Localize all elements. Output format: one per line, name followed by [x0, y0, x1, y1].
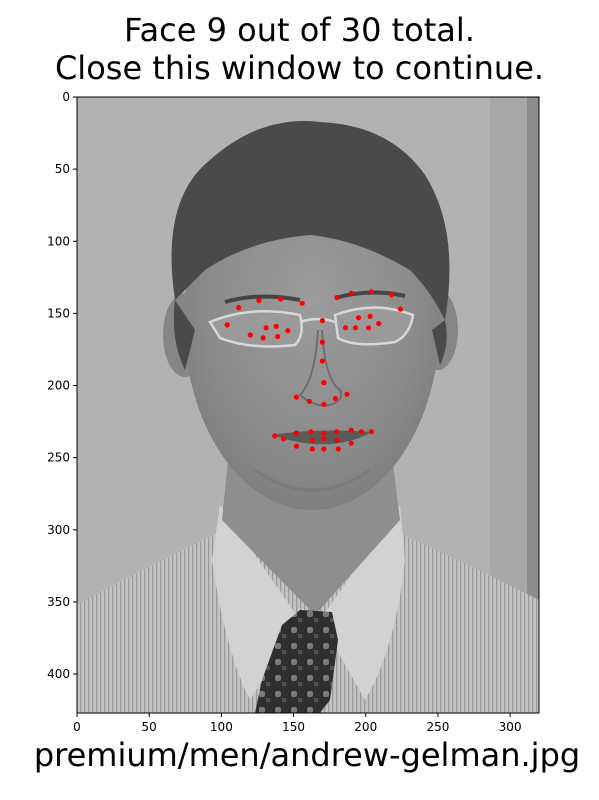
landmark-point [285, 328, 291, 334]
landmark-point [293, 394, 299, 400]
landmark-point [321, 436, 327, 442]
y-tick-label: 400 [47, 667, 70, 681]
x-tick-label: 0 [73, 720, 81, 734]
axes-frame [76, 96, 540, 714]
y-tick-label: 200 [47, 379, 70, 393]
x-tick-label: 50 [142, 720, 157, 734]
landmark-point [293, 430, 299, 436]
y-tick-label: 300 [47, 523, 70, 537]
x-tick-label: 150 [282, 720, 305, 734]
landmark-point [348, 290, 354, 296]
landmark-point [306, 398, 312, 404]
landmark-point [348, 440, 354, 446]
landmark-point [299, 300, 305, 306]
face-photo [77, 97, 539, 713]
landmark-point [272, 433, 278, 439]
y-tick-label: 100 [47, 234, 70, 248]
landmark-point [278, 296, 284, 302]
landmark-point [319, 318, 325, 324]
landmark-point [368, 429, 375, 435]
y-tick-label: 350 [47, 595, 70, 609]
x-tick-label: 100 [210, 720, 233, 734]
landmark-points [224, 289, 403, 452]
x-tick-label: 200 [354, 720, 377, 734]
landmark-point [309, 437, 315, 443]
landmark-point [321, 401, 327, 407]
landmark-point [358, 429, 364, 435]
landmark-point [247, 332, 253, 338]
landmark-point [263, 325, 269, 331]
landmark-point [376, 320, 382, 327]
landmark-point [397, 306, 403, 312]
x-axis-ticks: 0 50 100 150 200 250 300 [73, 713, 522, 734]
landmark-point [293, 443, 299, 449]
landmark-point [332, 395, 338, 402]
x-tick-label: 300 [499, 720, 522, 734]
landmark-point [236, 305, 242, 311]
x-tick-label: 250 [426, 720, 449, 734]
landmark-point [368, 289, 375, 295]
landmark-point [355, 315, 362, 321]
y-tick-label: 50 [55, 162, 70, 176]
y-tick-label: 250 [47, 451, 70, 465]
landmark-point [334, 429, 340, 435]
landmark-point [334, 437, 340, 443]
chart-title-line-2: Close this window to continue. [54, 49, 545, 87]
landmark-point [344, 391, 350, 397]
chart-title-line-1: Face 9 out of 30 total. [124, 11, 475, 49]
landmark-point [319, 339, 325, 345]
landmark-point [335, 446, 341, 452]
landmark-point [321, 380, 327, 386]
landmark-point [353, 325, 359, 331]
landmark-point [334, 294, 340, 301]
landmark-point [273, 323, 279, 329]
landmark-point [280, 436, 287, 442]
landmark-point [319, 358, 325, 364]
landmark-point [224, 322, 230, 328]
landmark-point [275, 333, 281, 340]
landmark-point [308, 429, 314, 435]
landmark-point [342, 325, 349, 331]
landmark-point [309, 446, 315, 452]
landmark-point [321, 446, 327, 452]
landmark-point [348, 427, 354, 433]
landmark-point [366, 325, 372, 331]
landmark-point [321, 430, 327, 436]
landmark-point [260, 335, 266, 341]
y-tick-label: 0 [62, 90, 70, 104]
landmark-point [367, 313, 373, 319]
y-tick-label: 150 [47, 306, 70, 320]
x-axis-label: premium/men/andrew-gelman.jpg [33, 736, 581, 774]
landmark-point [389, 292, 395, 298]
y-axis-ticks: 0 50 100 150 200 250 300 350 400 [47, 90, 77, 681]
landmark-point [256, 297, 262, 303]
